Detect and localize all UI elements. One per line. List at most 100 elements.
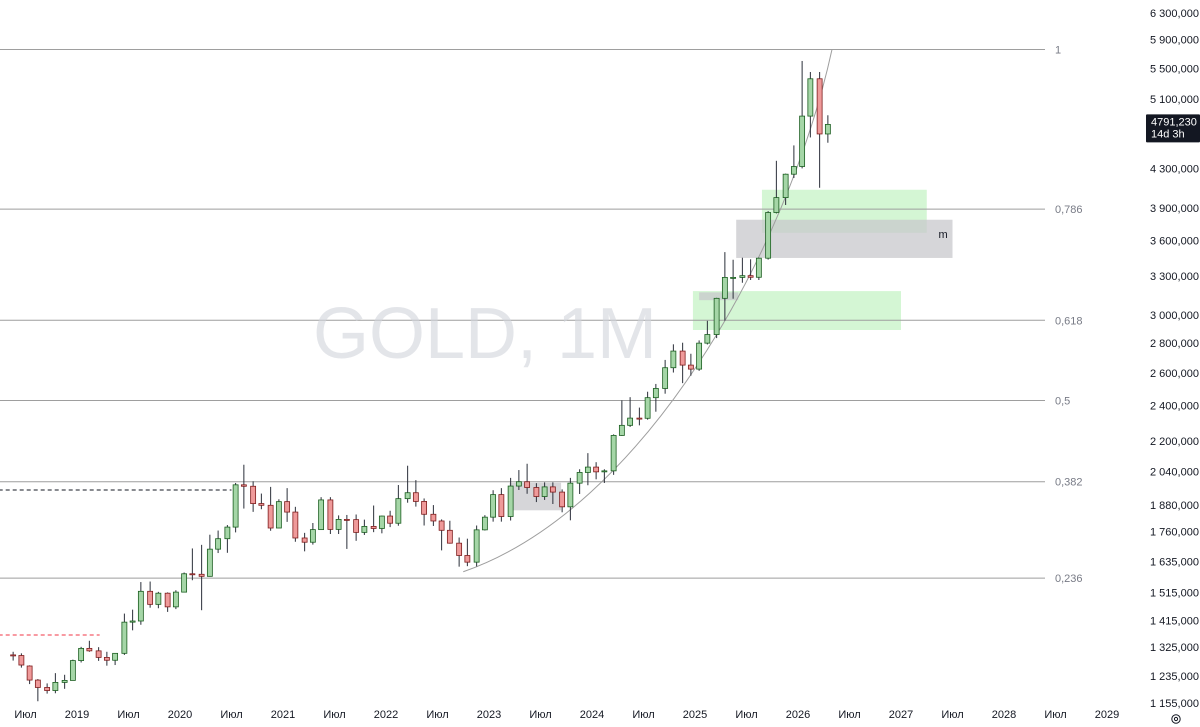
candle-body — [103, 657, 110, 661]
price-tick-label: 1 515,000 — [1150, 588, 1199, 600]
price-tick-label: 2 400,000 — [1150, 401, 1199, 413]
candle-body — [10, 654, 17, 657]
dashed-levels — [0, 489, 232, 636]
candle-body — [456, 542, 463, 556]
price-tick-label: 5 100,000 — [1150, 94, 1199, 106]
candle — [318, 497, 325, 531]
candle — [52, 673, 59, 694]
candle-body — [807, 78, 814, 117]
candle-body — [275, 501, 282, 529]
candle — [696, 340, 703, 371]
fibonacci-levels: 1 0,786 0,618 0,5 0,382 0,236 — [0, 45, 1083, 585]
candle-body — [490, 494, 497, 518]
candle — [790, 145, 797, 178]
time-tick-label: 2024 — [580, 709, 604, 721]
candle — [206, 534, 213, 577]
time-tick-label: Июл — [838, 709, 860, 721]
candle — [730, 259, 737, 299]
candle-body — [824, 124, 831, 135]
candle-body — [473, 529, 480, 563]
price-axis: 6 300,000 5 900,000 5 500,000 5 100,000 4 30… — [1150, 8, 1199, 710]
candle — [61, 674, 68, 689]
candle — [103, 651, 110, 666]
candle-body — [292, 511, 299, 539]
candle-body — [652, 388, 659, 399]
candle — [601, 469, 608, 483]
zone-label: m — [939, 229, 948, 241]
candle — [34, 679, 41, 702]
candle — [275, 499, 282, 529]
price-tick-label: 1 635,000 — [1150, 557, 1199, 569]
time-tick-label: 2025 — [683, 709, 707, 721]
candles — [10, 60, 831, 702]
candle — [181, 572, 188, 593]
candle-countdown: 14d 3h — [1151, 128, 1185, 140]
candle — [464, 538, 471, 567]
price-tick-label: 1 155,000 — [1150, 698, 1199, 710]
candle-body — [790, 166, 797, 175]
candle — [395, 485, 402, 526]
candle — [378, 515, 385, 534]
time-tick-label: 2026 — [786, 709, 810, 721]
candle-body — [318, 499, 325, 531]
candle-body — [267, 504, 274, 529]
candle-body — [78, 647, 85, 661]
candle — [687, 353, 694, 376]
candle-body — [189, 573, 196, 576]
candle-body — [644, 397, 651, 419]
candle — [343, 514, 350, 549]
candle — [95, 647, 102, 661]
time-tick-label: Июл — [220, 709, 242, 721]
candle-body — [765, 212, 772, 259]
candle-body — [636, 417, 643, 420]
price-tick-label: 4 300,000 — [1150, 163, 1199, 175]
candle — [446, 520, 453, 544]
gear-icon[interactable] — [1171, 714, 1181, 724]
candle — [112, 652, 119, 666]
candle — [438, 519, 445, 551]
candle-body — [515, 481, 522, 487]
candle — [301, 532, 308, 552]
candle — [782, 173, 789, 205]
price-tick-label: 2 200,000 — [1150, 436, 1199, 448]
fib-label-0,618: 0,618 — [1055, 315, 1083, 327]
price-tick-label: 3 300,000 — [1150, 271, 1199, 283]
candle-body — [327, 499, 334, 530]
price-tick-label: 3 600,000 — [1150, 236, 1199, 248]
candle-body — [713, 297, 720, 335]
candle — [18, 653, 25, 668]
candle-body — [370, 526, 377, 529]
candle — [309, 523, 316, 545]
price-tick-label: 2 600,000 — [1150, 368, 1199, 380]
time-tick-label: 2020 — [168, 709, 192, 721]
time-tick-label: Июл — [117, 709, 139, 721]
candle — [739, 257, 746, 283]
time-tick-label: Июл — [323, 709, 345, 721]
candle — [541, 482, 548, 500]
price-tick-label: 3 900,000 — [1150, 203, 1199, 215]
time-tick-label: Июл — [426, 709, 448, 721]
candle — [627, 397, 634, 427]
candle-body — [747, 275, 754, 278]
candle-body — [137, 590, 144, 622]
price-tick-label: 6 300,000 — [1150, 8, 1199, 20]
candle-body — [679, 350, 686, 366]
candle — [816, 72, 823, 188]
price-tick-label: 5 500,000 — [1150, 63, 1199, 75]
candle — [533, 483, 540, 503]
candle — [26, 665, 33, 685]
candle-body — [147, 590, 154, 605]
candle-body — [34, 679, 41, 688]
candle-body — [224, 526, 231, 540]
fib-label-0,236: 0,236 — [1055, 573, 1083, 585]
candle-body — [782, 173, 789, 199]
candle-body — [343, 519, 350, 521]
candle-body — [215, 538, 222, 550]
candle — [69, 659, 76, 681]
candle-body — [404, 492, 411, 500]
candle-body — [172, 591, 179, 608]
candle-body — [687, 364, 694, 370]
candle — [121, 613, 128, 655]
candle-body — [507, 485, 514, 517]
